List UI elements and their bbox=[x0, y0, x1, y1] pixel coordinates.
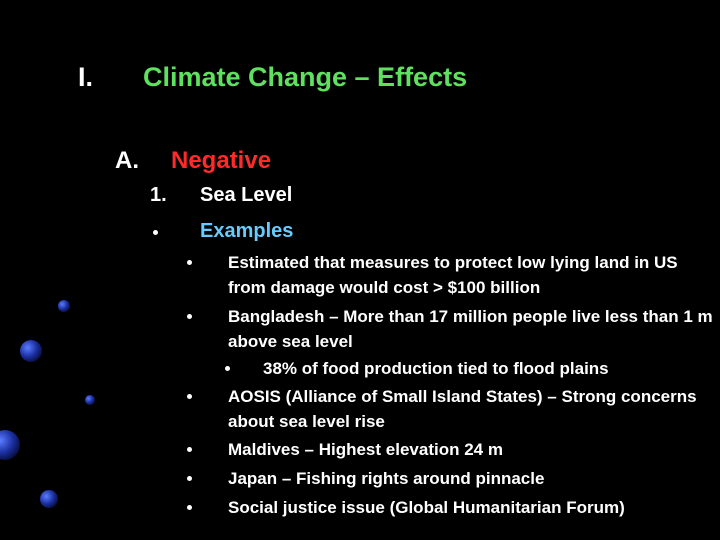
example-item: Bangladesh – More than 17 million people… bbox=[228, 307, 713, 351]
bullet bbox=[187, 394, 192, 399]
subsection-title: Sea Level bbox=[200, 184, 293, 206]
bullet bbox=[187, 505, 192, 510]
example-item: Estimated that measures to protect low l… bbox=[228, 253, 678, 297]
bullet bbox=[153, 230, 158, 235]
decor-orb bbox=[0, 430, 20, 460]
section-number: A. bbox=[115, 147, 139, 174]
bullet bbox=[187, 260, 192, 265]
example-item: 38% of food production tied to flood pla… bbox=[263, 359, 609, 378]
example-item: Japan – Fishing rights around pinnacle bbox=[228, 469, 545, 488]
bullet bbox=[187, 314, 192, 319]
subsection-number: 1. bbox=[150, 184, 167, 206]
example-item: AOSIS (Alliance of Small Island States) … bbox=[228, 387, 697, 431]
bullet bbox=[187, 476, 192, 481]
bullet bbox=[225, 366, 230, 371]
decor-orb bbox=[58, 300, 70, 312]
heading-title: Climate Change – Effects bbox=[143, 62, 468, 92]
decor-orb bbox=[40, 490, 58, 508]
example-item: Maldives – Highest elevation 24 m bbox=[228, 440, 503, 459]
examples-title: Examples bbox=[200, 220, 294, 242]
section-title: Negative bbox=[171, 147, 272, 174]
heading-number: I. bbox=[78, 62, 94, 92]
decor-orb bbox=[20, 340, 42, 362]
decor-orb bbox=[85, 395, 95, 405]
example-item: Social justice issue (Global Humanitaria… bbox=[228, 498, 625, 517]
bullet bbox=[187, 447, 192, 452]
